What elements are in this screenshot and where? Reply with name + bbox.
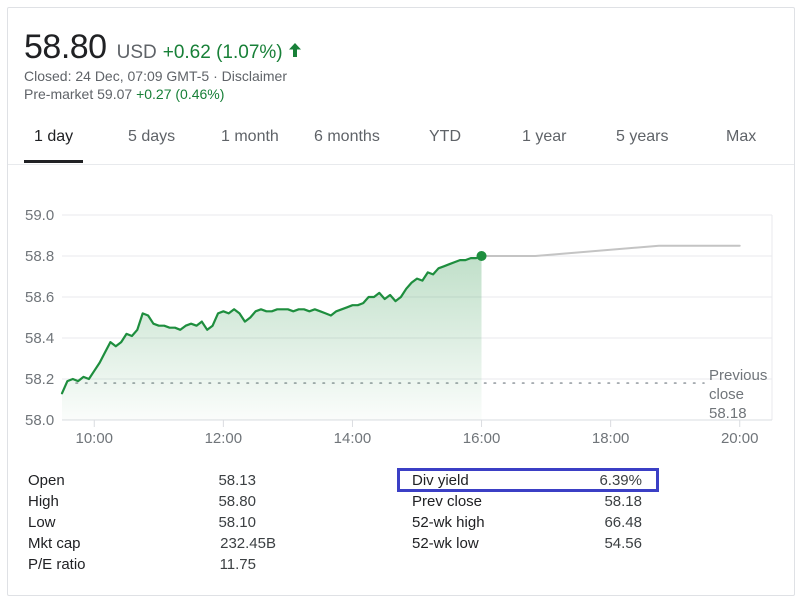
stat-row-52wk-low: 52-wk low 54.56 (412, 535, 642, 555)
premarket-label: Pre-market 59.07 (24, 86, 137, 102)
stat-row-pe-ratio: P/E ratio 11.75 (28, 556, 256, 576)
y-tick-label: 59.0 (25, 207, 54, 224)
stat-value: 58.80 (218, 493, 256, 510)
stat-value: 58.18 (604, 493, 642, 510)
tab-max[interactable]: Max (726, 128, 757, 145)
div-yield-highlight (397, 468, 659, 492)
x-tick-label: 18:00 (592, 430, 630, 447)
x-tick-label: 14:00 (334, 430, 372, 447)
previous-close-label: 58.18 (709, 405, 747, 422)
last-price-marker (476, 251, 487, 261)
active-tab-indicator (24, 160, 83, 163)
y-tick-label: 58.0 (25, 412, 54, 429)
price-line (60, 254, 483, 395)
tab-ytd[interactable]: YTD (429, 128, 461, 145)
closed-info: Closed: 24 Dec, 07:09 GMT-5 · Disclaimer (24, 68, 287, 84)
stat-value: 6.39% (599, 472, 642, 489)
x-tick-label: 12:00 (205, 430, 243, 447)
tabs-divider (8, 164, 794, 165)
series-area-fill (62, 256, 482, 420)
tab-1-day[interactable]: 1 day (34, 128, 74, 145)
currency-code: USD (116, 42, 157, 63)
y-tick-label: 58.8 (25, 248, 54, 265)
price-change: +0.62 (1.07%) (162, 42, 283, 63)
after-hours-line (480, 244, 741, 257)
current-price: 58.80 (24, 28, 107, 66)
stat-label: Open (28, 472, 65, 489)
price-header: 58.80 USD +0.62 (1.07%) (24, 28, 302, 67)
stat-label: 52-wk high (412, 514, 485, 531)
stat-row-low: Low 58.10 (28, 514, 256, 534)
price-chart: 59.0 58.8 58.6 58.4 58.2 58.0 10:00 12:00 14:00 1… (25, 207, 773, 447)
stat-label: 52-wk low (412, 535, 479, 552)
y-tick-label: 58.4 (25, 330, 54, 347)
previous-close-label: close (709, 386, 744, 403)
stat-row-52wk-high: 52-wk high 66.48 (412, 514, 642, 534)
tab-1-year[interactable]: 1 year (522, 128, 567, 145)
stat-value: 232.45B (220, 535, 276, 552)
stat-row-div-yield: Div yield 6.39% (412, 472, 642, 492)
stat-value: 58.13 (218, 472, 256, 489)
y-tick-label: 58.6 (25, 289, 54, 306)
premarket-change: +0.27 (0.46%) (136, 86, 225, 102)
x-tick-label: 10:00 (75, 430, 113, 447)
time-range-tabs: 1 day 5 days 1 month 6 months YTD 1 year… (8, 120, 794, 164)
premarket-info: Pre-market 59.07 +0.27 (0.46%) (24, 86, 224, 102)
tab-6-months[interactable]: 6 months (314, 128, 380, 145)
stat-value: 66.48 (604, 514, 642, 531)
stat-row-high: High 58.80 (28, 493, 256, 513)
stat-row-mkt-cap: Mkt cap 232.45B (28, 535, 276, 555)
tab-5-years[interactable]: 5 years (616, 128, 669, 145)
stat-value: 54.56 (604, 535, 642, 552)
tab-1-month[interactable]: 1 month (221, 128, 279, 145)
y-tick-label: 58.2 (25, 371, 54, 388)
tab-5-days[interactable]: 5 days (128, 128, 176, 145)
stat-label: High (28, 493, 59, 510)
stat-row-prev-close: Prev close 58.18 (412, 493, 642, 513)
stat-label: Prev close (412, 493, 483, 510)
stat-label: P/E ratio (28, 556, 86, 573)
stat-value: 58.10 (218, 514, 256, 531)
stat-row-open: Open 58.13 (28, 472, 256, 492)
up-arrow-icon (288, 43, 301, 57)
previous-close-label: Previous (709, 367, 767, 384)
stat-label: Div yield (412, 472, 469, 489)
x-tick-label: 16:00 (463, 430, 501, 447)
stat-value: 11.75 (219, 556, 256, 573)
stat-label: Mkt cap (28, 535, 81, 552)
stat-label: Low (28, 514, 56, 531)
x-tick-label: 20:00 (721, 430, 759, 447)
